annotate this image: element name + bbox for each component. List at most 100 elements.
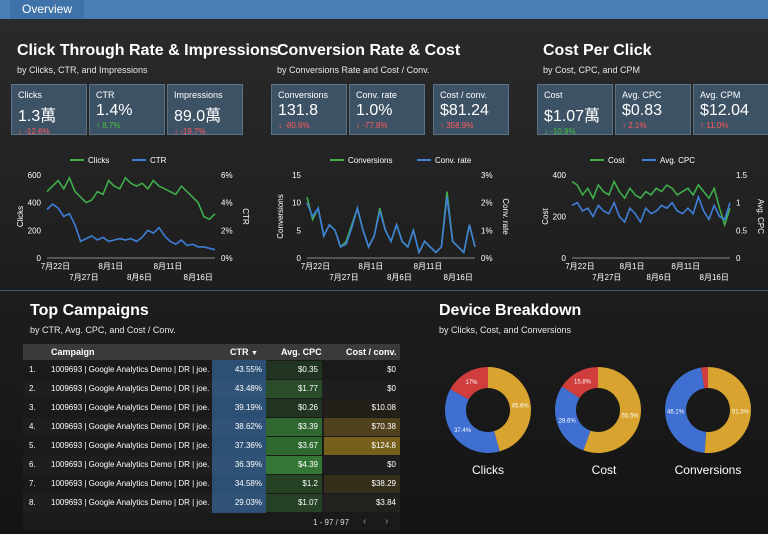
ctr-value: 29.03%	[234, 498, 262, 507]
y-tick-label: 400	[28, 199, 42, 208]
tab-overview[interactable]: Overview	[10, 0, 85, 19]
x-tick-label: 7月27日	[329, 273, 358, 282]
ctr-value: 39.19%	[234, 403, 262, 412]
kpi-delta: ↑ 2.1%	[622, 121, 647, 130]
section-divider	[0, 290, 768, 291]
kpi-card-avg-cpm[interactable]: Avg. CPM $12.04 ↑ 11.0%	[693, 84, 768, 135]
avg-cpc-value: $1.2	[266, 475, 322, 493]
donut-slice[interactable]	[561, 367, 598, 398]
x-tick-label: 8月6日	[646, 273, 671, 282]
chart-conversions-rate[interactable]: Conversions Conv. rate 15 10 5 0 3% 2% 1% 0% Conve…	[270, 150, 510, 285]
x-tick-label: 8月11日	[671, 262, 700, 271]
x-tick-label: 8月1日	[358, 262, 383, 271]
chart-cost-cpc[interactable]: Cost Avg. CPC 400 200 0 1.5 1 0.5 0 Cost Avg. CPC 7…	[535, 150, 765, 285]
kpi-card-impressions[interactable]: Impressions 89.0萬 ↓ -19.7%	[167, 84, 243, 136]
donut-slice[interactable]	[445, 389, 500, 453]
x-tick-label: 8月6日	[127, 273, 152, 282]
campaign-name[interactable]: 1009693 | Google Analytics Demo | DR | j…	[51, 441, 209, 450]
next-page-icon[interactable]: ›	[385, 516, 389, 527]
kpi-card-cost[interactable]: Cost $1.07萬 ↓ -10.9%	[537, 84, 613, 136]
table-row[interactable]: 6. 1009693 | Google Analytics Demo | DR |…	[23, 456, 400, 474]
kpi-card-cost-per-conv[interactable]: Cost / conv. $81.24 ↑ 358.9%	[433, 84, 509, 135]
top-bar: Overview	[0, 0, 768, 19]
campaign-name[interactable]: 1009693 | Google Analytics Demo | DR | j…	[51, 384, 209, 393]
kpi-delta: ↑ 358.9%	[440, 121, 474, 130]
donut-clicks[interactable]: 45.6% 37.4% 17%	[443, 365, 533, 455]
legend-entry: CTR	[150, 156, 167, 165]
prev-page-icon[interactable]: ‹	[363, 516, 367, 527]
y2-tick-label: 1	[736, 199, 741, 208]
header-ctr[interactable]: CTR ▼	[230, 344, 258, 360]
table-row[interactable]: 3. 1009693 | Google Analytics Demo | DR |…	[23, 399, 400, 417]
header-avg-cpc[interactable]: Avg. CPC	[281, 347, 322, 357]
kpi-card-conv-rate[interactable]: Conv. rate 1.0% ↓ -77.8%	[349, 84, 425, 135]
row-number: 5.	[29, 441, 36, 450]
avg-cpc-value: $3.39	[266, 418, 322, 436]
legend-entry: Conv. rate	[435, 156, 472, 165]
y-axis-title: Clicks	[16, 206, 25, 227]
y-tick-label: 200	[553, 213, 567, 222]
x-tick-label: 7月27日	[592, 273, 621, 282]
y2-tick-label: 4%	[221, 199, 233, 208]
donut-slice[interactable]	[665, 367, 707, 453]
campaign-name[interactable]: 1009693 | Google Analytics Demo | DR | j…	[51, 498, 209, 507]
table-row[interactable]: 7. 1009693 | Google Analytics Demo | DR |…	[23, 475, 400, 493]
y-tick-label: 0	[37, 254, 42, 263]
avg-cpc-value: $3.67	[266, 437, 322, 455]
table-row[interactable]: 2. 1009693 | Google Analytics Demo | DR |…	[23, 380, 400, 398]
section-device-header: Device Breakdown by Clicks, Cost, and Co…	[439, 302, 581, 335]
x-tick-label: 8月16日	[444, 273, 473, 282]
table-row[interactable]: 8. 1009693 | Google Analytics Demo | DR |…	[23, 494, 400, 512]
campaign-name[interactable]: 1009693 | Google Analytics Demo | DR | j…	[51, 422, 209, 431]
section-title: Device Breakdown	[439, 302, 582, 319]
donut-slice-label: 28.6%	[559, 418, 577, 424]
kpi-card-avg-cpc[interactable]: Avg. CPC $0.83 ↑ 2.1%	[615, 84, 691, 135]
kpi-card-clicks[interactable]: Clicks 1.3萬 ↓ -12.6%	[11, 84, 87, 136]
y-tick-label: 5	[297, 226, 302, 235]
donut-slice[interactable]	[555, 386, 591, 451]
avg-cpc-value: $4.39	[266, 456, 322, 474]
campaign-name[interactable]: 1009693 | Google Analytics Demo | DR | j…	[51, 460, 209, 469]
campaign-name[interactable]: 1009693 | Google Analytics Demo | DR | j…	[51, 365, 209, 374]
y2-tick-label: 2%	[481, 199, 493, 208]
ctr-value: 38.62%	[234, 422, 262, 431]
kpi-label: Avg. CPC	[622, 90, 662, 100]
table-row[interactable]: 1. 1009693 | Google Analytics Demo | DR |…	[23, 361, 400, 379]
campaign-name[interactable]: 1009693 | Google Analytics Demo | DR | j…	[51, 479, 209, 488]
kpi-label: Cost / conv.	[440, 90, 487, 100]
y2-tick-label: 0%	[221, 254, 233, 263]
ctr-value: 43.48%	[234, 384, 262, 393]
donut-slice[interactable]	[450, 367, 488, 400]
kpi-label: Avg. CPM	[700, 90, 741, 100]
donut-cost[interactable]: 55.5% 28.6% 15.8%	[553, 365, 643, 455]
kpi-label: Conv. rate	[356, 90, 397, 100]
donut-label-conversions: Conversions	[674, 463, 742, 477]
kpi-value: $12.04	[700, 102, 749, 119]
table-row[interactable]: 4. 1009693 | Google Analytics Demo | DR |…	[23, 418, 400, 436]
donut-slice[interactable]	[701, 367, 708, 389]
header-cost-per-conv[interactable]: Cost / conv.	[346, 347, 397, 357]
donut-slice[interactable]	[488, 367, 531, 452]
x-tick-label: 8月11日	[154, 262, 183, 271]
y-axis-title: Conversions	[276, 194, 285, 238]
legend-entry: Clicks	[88, 156, 109, 165]
donut-conversions[interactable]: 51.3% 46.1%	[663, 365, 753, 455]
header-campaign[interactable]: Campaign	[51, 347, 95, 357]
x-tick-label: 8月1日	[620, 262, 645, 271]
cost-per-conv-value: $124.8	[324, 437, 400, 455]
donut-slice[interactable]	[583, 367, 641, 453]
chart-clicks-ctr[interactable]: Clicks CTR 600 400 200 0 6% 4% 2% 0% Clicks CTR 7月22…	[10, 150, 250, 285]
pagination-label: 1 - 97 / 97	[313, 518, 350, 527]
donut-slice[interactable]	[704, 367, 751, 453]
table-row[interactable]: 5. 1009693 | Google Analytics Demo | DR |…	[23, 437, 400, 455]
avg-cpc-value: $0.35	[266, 361, 322, 379]
kpi-value: $81.24	[440, 102, 489, 119]
kpi-delta: ↑ 11.0%	[700, 121, 729, 130]
section-title: Top Campaigns	[30, 302, 149, 319]
kpi-card-conversions[interactable]: Conversions 131.8 ↓ -80.6%	[271, 84, 347, 135]
section-subtitle: by Clicks, Cost, and Conversions	[439, 325, 572, 335]
series-line-avg-cpc	[571, 194, 731, 224]
kpi-card-ctr[interactable]: CTR 1.4% ↑ 8.7%	[89, 84, 165, 135]
donut-label-clicks: Clicks	[472, 463, 504, 477]
campaign-name[interactable]: 1009693 | Google Analytics Demo | DR | j…	[51, 403, 209, 412]
